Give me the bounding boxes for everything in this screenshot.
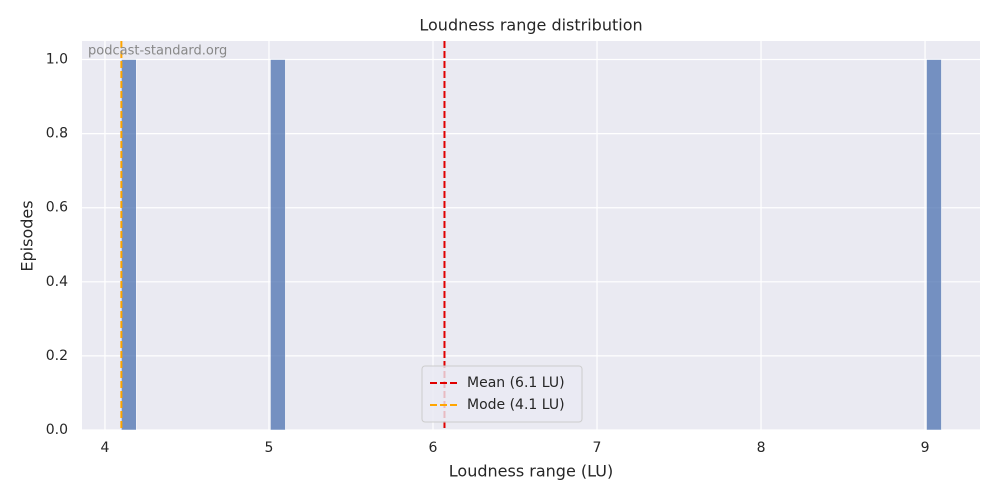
y-tick-label: 0.6 [46,200,68,216]
legend-label: Mean (6.1 LU) [467,375,565,391]
histogram-bar [270,59,286,431]
x-tick-label: 7 [593,440,602,456]
y-tick-label: 0.0 [46,422,68,438]
y-tick-label: 0.4 [46,274,68,290]
x-axis-label: Loudness range (LU) [449,462,613,481]
histogram-bar [926,59,942,431]
watermark: podcast-standard.org [88,44,227,59]
x-tick-label: 5 [265,440,274,456]
x-tick-label: 9 [921,440,930,456]
legend-box [421,365,583,423]
plot-area [82,41,980,430]
chart-title: Loudness range distribution [419,16,642,35]
x-tick-label: 6 [429,440,438,456]
y-axis-label: Episodes [18,200,37,271]
histogram-bar [121,59,137,431]
y-tick-label: 0.2 [46,348,68,364]
x-tick-label: 4 [101,440,110,456]
x-tick-label: 8 [757,440,766,456]
y-tick-label: 1.0 [46,52,68,68]
y-tick-label: 0.8 [46,126,68,142]
legend-label: Mode (4.1 LU) [467,397,565,413]
